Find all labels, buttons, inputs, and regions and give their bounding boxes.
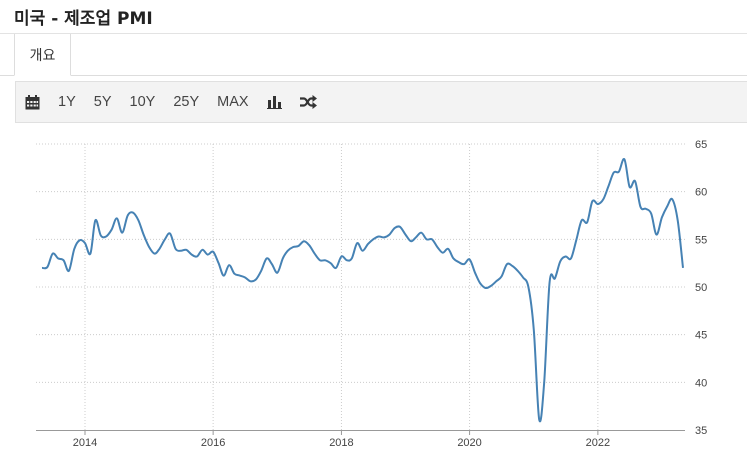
pmi-line-chart: 35 40 45 50 55 60 65 2014 2016 2018 2020 2022: [36, 139, 707, 449]
calendar-icon: [25, 94, 40, 109]
calendar-button[interactable]: [16, 82, 49, 122]
y-tick-label: 45: [695, 330, 707, 342]
tab-baseline: [0, 75, 747, 76]
y-tick-label: 50: [695, 282, 707, 294]
page-title: 미국 - 제조업 PMI: [14, 9, 153, 29]
range-max-button[interactable]: MAX: [217, 94, 249, 110]
range-5y-button[interactable]: 5Y: [93, 94, 112, 110]
tab-overview[interactable]: 개요: [14, 34, 71, 76]
title-divider: [0, 33, 747, 34]
tab-bar: 개요: [0, 34, 747, 76]
shuffle-button[interactable]: [291, 82, 326, 122]
y-tick-label: 35: [695, 425, 707, 437]
chart-toolbar: 1Y 5Y 10Y 25Y MAX: [15, 81, 747, 123]
x-tick-label: 2014: [73, 437, 97, 449]
bar-chart-button[interactable]: [258, 82, 291, 122]
x-tick-label: 2016: [201, 437, 225, 449]
shuffle-icon: [299, 95, 317, 109]
series-line-0: [41, 157, 684, 423]
range-25y-button[interactable]: 25Y: [173, 94, 200, 110]
range-1y-button[interactable]: 1Y: [58, 94, 76, 110]
y-tick-label: 55: [695, 234, 707, 246]
x-tick-label: 2018: [329, 437, 353, 449]
bar-chart-icon: [266, 96, 282, 109]
y-tick-label: 60: [695, 187, 707, 199]
y-tick-label: 65: [695, 139, 707, 151]
x-tick-label: 2020: [457, 437, 481, 449]
chart-area: 35 40 45 50 55 60 65 2014 2016 2018 2020 2022: [0, 124, 747, 476]
range-10y-button[interactable]: 10Y: [129, 94, 156, 110]
x-tick-label: 2022: [586, 437, 610, 449]
y-tick-label: 40: [695, 377, 707, 389]
